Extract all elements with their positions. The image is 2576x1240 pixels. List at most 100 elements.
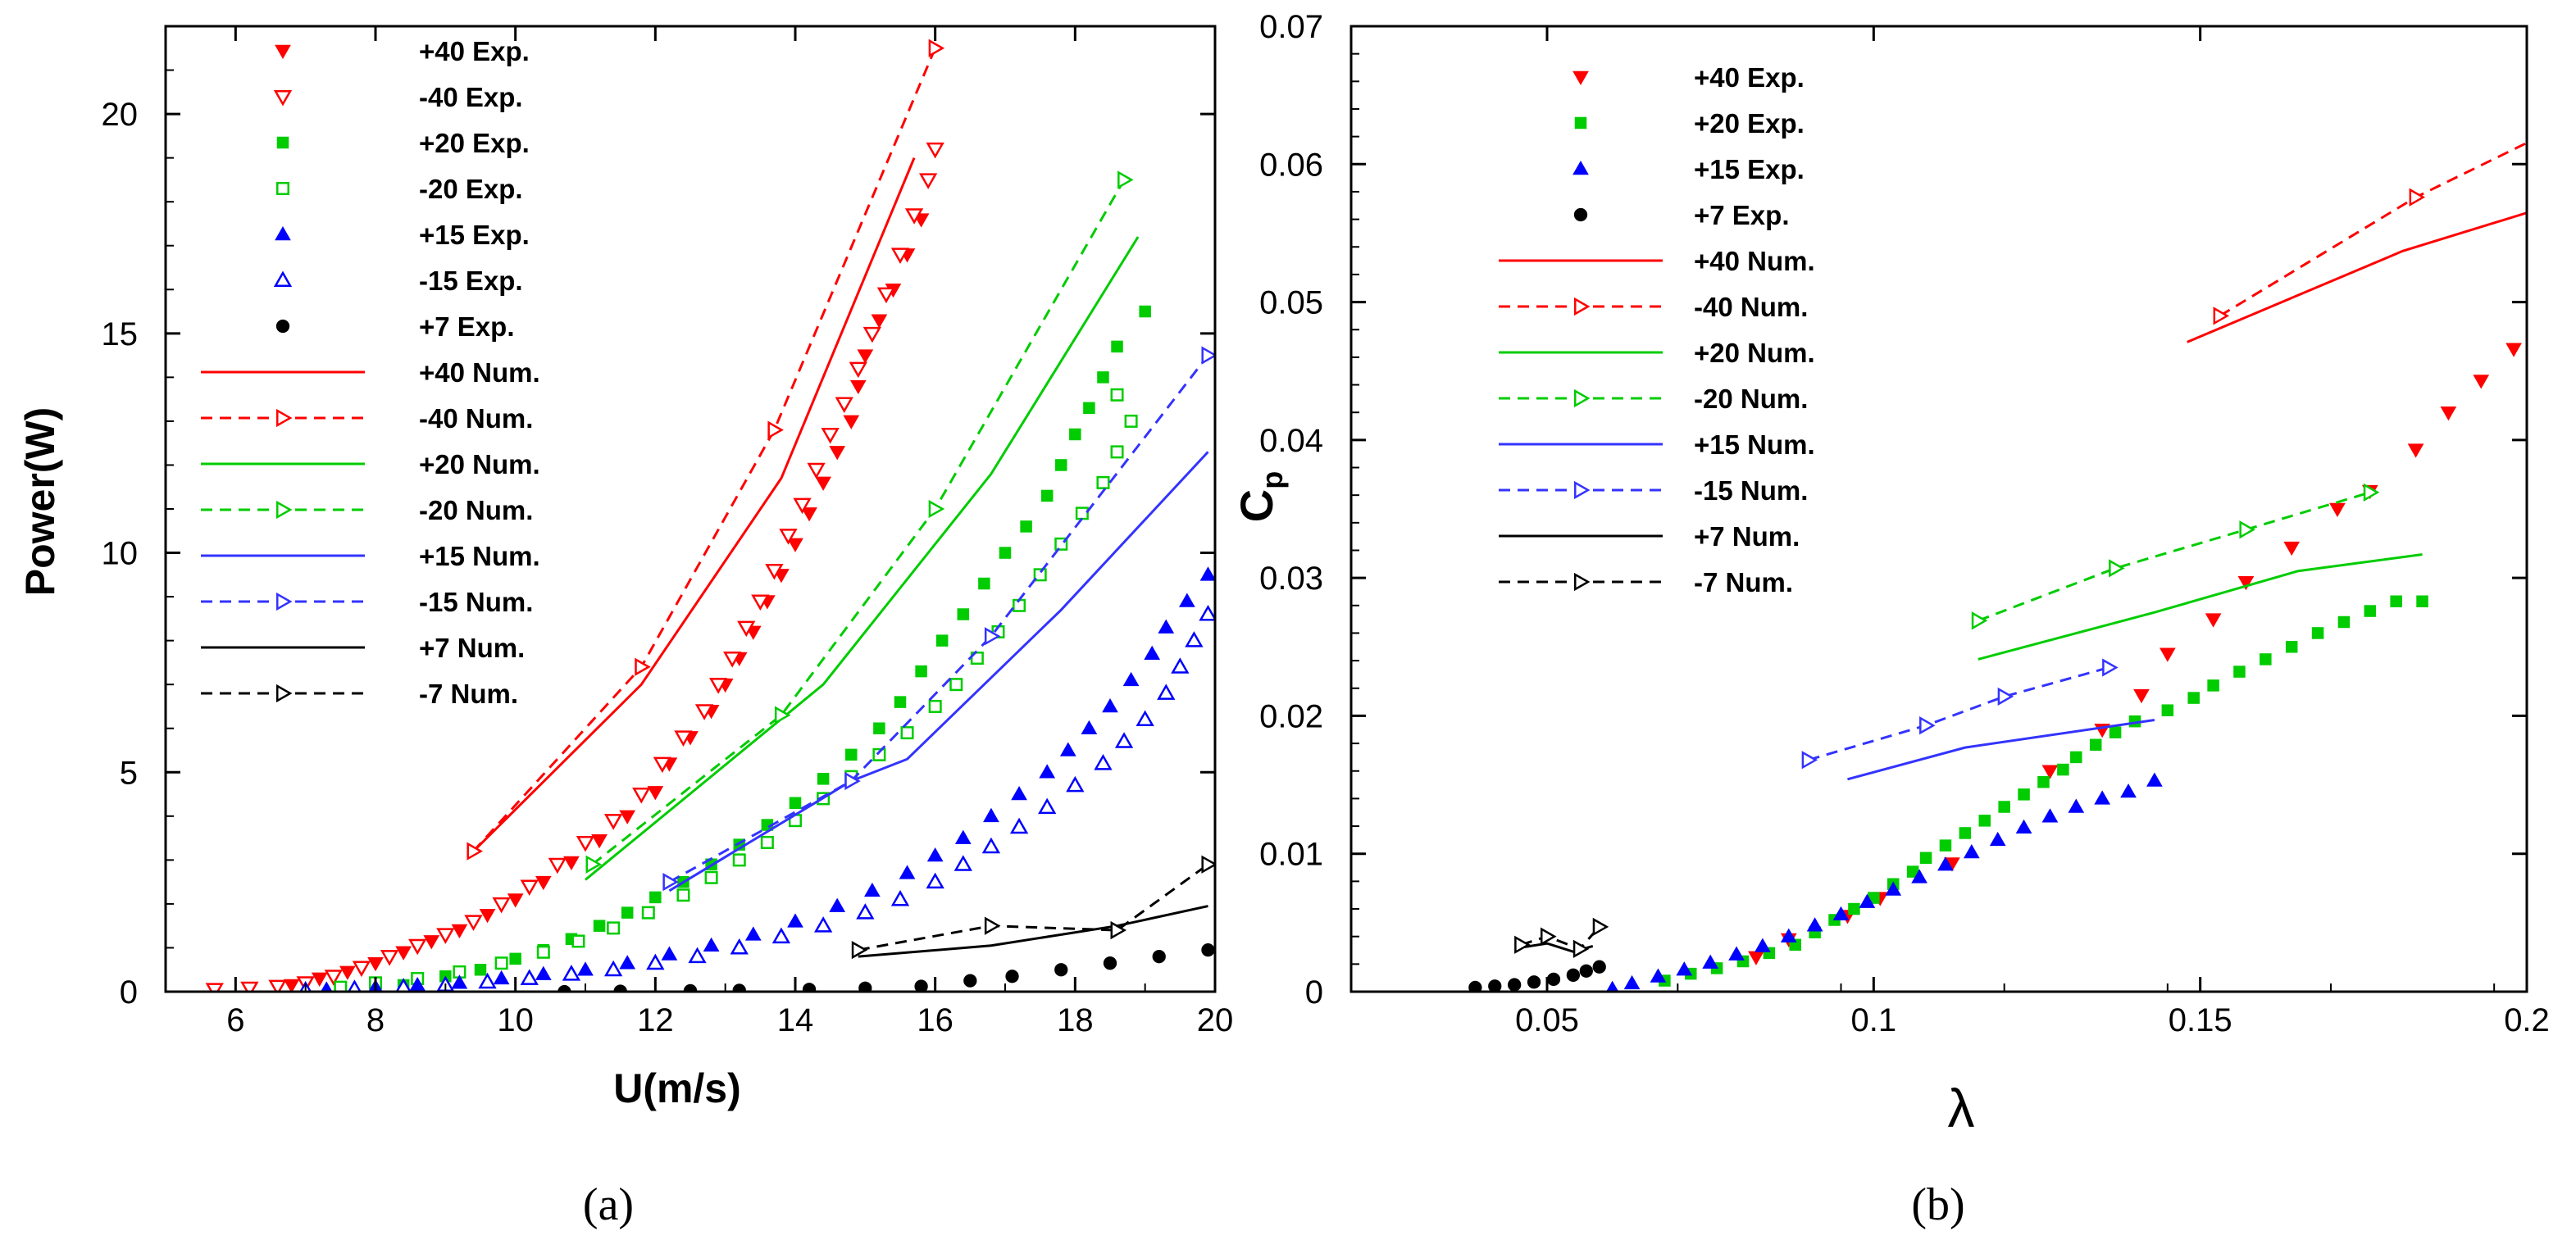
data-point (817, 773, 830, 785)
series-line (1978, 491, 2371, 622)
data-point (1054, 963, 1068, 977)
data-point (607, 921, 621, 935)
legend-label: +15 Exp. (419, 220, 530, 250)
y-tick-label: 0 (1305, 974, 1323, 1011)
data-point (732, 853, 746, 867)
series-line (668, 354, 1209, 883)
legend-item: -7 Num. (1499, 567, 1793, 597)
data-point (1579, 964, 1593, 978)
data-point (737, 620, 756, 638)
data-point (347, 979, 362, 992)
data-point (864, 882, 881, 897)
legend-item: +7 Num. (1499, 521, 1800, 552)
data-point (1541, 927, 1557, 946)
data-point (2416, 595, 2428, 608)
data-point (1144, 645, 1161, 660)
data-point (603, 814, 623, 830)
data-point (1650, 968, 1667, 983)
data-point (593, 920, 606, 932)
data-point (1055, 459, 1067, 471)
series--7-num- (851, 855, 1215, 960)
data-point (535, 965, 552, 980)
data-point (2089, 738, 2102, 752)
data-point (535, 875, 552, 891)
legend-item: +15 Exp. (275, 220, 530, 250)
data-point (1859, 893, 1876, 908)
data-point (1939, 839, 1952, 852)
data-point (2237, 575, 2255, 591)
data-point (2440, 406, 2457, 421)
data-point (2213, 307, 2230, 325)
legend-item: -40 Exp. (273, 82, 523, 112)
data-point (324, 970, 343, 986)
legend-label: +40 Exp. (1694, 62, 1805, 93)
legend-marker (275, 225, 291, 241)
data-point (1059, 742, 1076, 756)
series-clip-group (205, 39, 1215, 992)
legend-label: -15 Num. (1694, 475, 1808, 506)
series-+40-exp- (283, 213, 930, 992)
legend-label: -40 Num. (419, 403, 533, 434)
legend-item: +40 Exp. (1572, 62, 1805, 93)
legend-item: +15 Num. (1499, 429, 1815, 460)
data-point (744, 926, 762, 941)
data-point (767, 420, 784, 439)
data-point (876, 287, 896, 304)
data-point (649, 891, 662, 904)
data-point (2285, 641, 2298, 653)
legend-marker (276, 500, 293, 520)
data-point (1040, 489, 1054, 502)
legend-item: +7 Num. (201, 633, 525, 663)
legend-label: -40 Exp. (419, 82, 523, 112)
data-point (793, 497, 812, 515)
data-point (1978, 815, 1991, 827)
legend-marker (1574, 116, 1587, 129)
data-point (849, 361, 867, 379)
series-+20-num- (1978, 553, 2423, 661)
plot-area-b (1349, 25, 2528, 993)
data-point (1075, 506, 1089, 520)
x-tick-label: 12 (637, 1002, 674, 1038)
data-point (1083, 402, 1095, 415)
series-+7-num- (858, 905, 1208, 958)
data-point (1201, 346, 1215, 365)
data-point (562, 965, 581, 981)
data-point (1199, 566, 1215, 581)
data-point (1110, 445, 1124, 459)
data-point (815, 476, 831, 491)
data-point (621, 906, 634, 919)
data-point (1755, 938, 1771, 952)
legend-label: +7 Num. (419, 633, 525, 663)
data-point (1592, 960, 1606, 974)
y-tick-label: 0.01 (1259, 837, 1323, 873)
data-point (380, 950, 399, 966)
data-point (2546, 311, 2560, 324)
legend-label: +20 Num. (1694, 338, 1815, 368)
series-line (2187, 211, 2527, 343)
legend-label: +20 Num. (419, 449, 540, 479)
data-point (367, 956, 384, 972)
legend-label: +40 Num. (419, 357, 540, 388)
series-+20-exp- (1659, 595, 2428, 987)
ticks-b: 0.050.10.150.20.200.010.020.030.040.050.… (1259, 9, 2550, 1038)
series-line (472, 157, 916, 852)
data-point (1676, 961, 1693, 976)
y-tick-label: 15 (102, 316, 139, 352)
legend-b: +40 Exp. +20 Exp. +15 Exp. +7 Exp. +40 Num. -… (1499, 62, 1815, 597)
series-clip-group (1468, 141, 2560, 992)
data-point (2041, 808, 2059, 823)
data-point (708, 678, 728, 694)
series-line (1847, 718, 2155, 781)
data-point (339, 965, 356, 980)
y-axis-label-a: Power(W) (17, 407, 63, 597)
series--20-num- (1971, 483, 2380, 630)
data-point (2473, 375, 2490, 389)
data-point (760, 835, 774, 849)
data-point (1110, 920, 1127, 940)
data-point (676, 888, 690, 902)
panel-label-b: (b) (1911, 1179, 1964, 1230)
data-point (635, 657, 651, 676)
legend-label: +20 Exp. (419, 128, 530, 158)
data-point (493, 970, 510, 985)
